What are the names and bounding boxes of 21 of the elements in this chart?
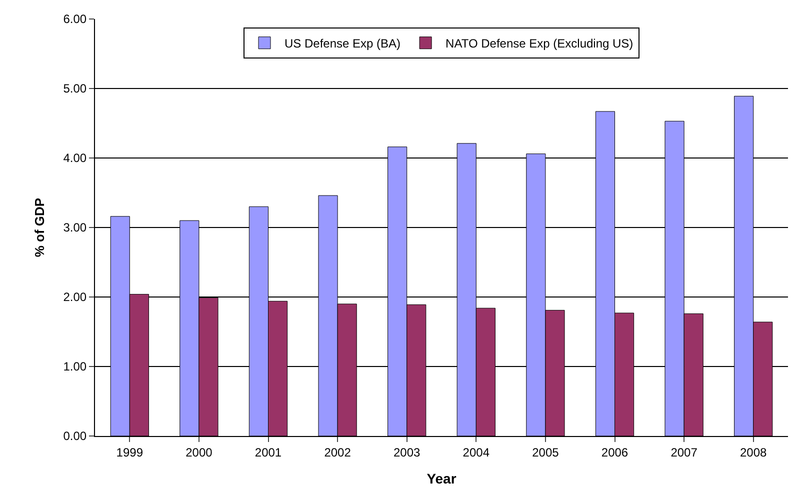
x-tick-label: 2000 <box>186 445 213 460</box>
x-tick-label: 2002 <box>324 445 352 460</box>
y-tick-label: 6.00 <box>63 12 87 26</box>
x-tick-label: 2006 <box>601 445 628 460</box>
x-tick-label: 2001 <box>254 445 282 460</box>
legend-label: US Defense Exp (BA) <box>284 36 401 51</box>
x-tick-label: 2008 <box>740 445 768 460</box>
y-tick-label: 5.00 <box>63 82 87 96</box>
y-axis-title: % of GDP <box>32 198 48 258</box>
y-tick-label: 1.00 <box>63 360 87 374</box>
x-tick-label: 2005 <box>532 445 560 460</box>
x-tick-label: 2003 <box>394 445 421 460</box>
x-tick-label: 2004 <box>462 445 490 460</box>
y-tick-label: 2.00 <box>63 290 87 304</box>
x-tick-label: 1999 <box>116 445 144 460</box>
y-tick-label: 3.00 <box>63 220 87 235</box>
legend-label: NATO Defense Exp (Excluding US) <box>446 36 634 51</box>
x-tick-label: 2007 <box>670 445 698 460</box>
y-tick-label: 4.00 <box>63 151 87 166</box>
y-tick-label: 0.00 <box>63 429 87 444</box>
x-axis-title: Year <box>426 470 457 487</box>
